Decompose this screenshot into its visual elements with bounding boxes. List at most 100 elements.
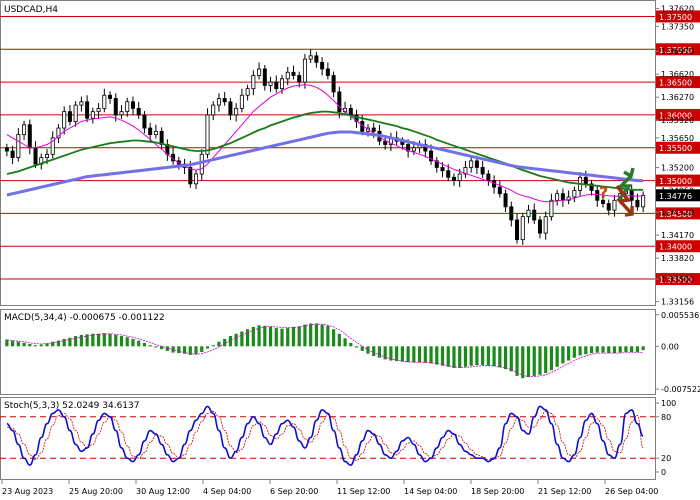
macd-bar: [612, 346, 617, 354]
price-axis: 1.37500 1.37000 1.36500 1.36000 1.35500 1.350…: [655, 5, 700, 477]
macd-bar: [584, 346, 588, 355]
macd-bar: [79, 334, 83, 347]
macd-bar: [131, 338, 135, 347]
price-tick-label: 1.34170: [661, 231, 694, 240]
macd-bar: [486, 346, 490, 366]
level-tag-label: 1.37500: [659, 13, 692, 22]
macd-bar: [320, 324, 324, 347]
candle-body: [606, 203, 611, 211]
macd-bar: [246, 329, 250, 347]
candle-body: [44, 153, 49, 158]
candle-body: [90, 111, 95, 119]
candle-body: [509, 206, 514, 221]
macd-bar: [165, 346, 169, 351]
macd-bar: [205, 346, 210, 349]
macd-bar: [286, 328, 290, 347]
macd-bar: [85, 334, 89, 347]
macd-bar: [395, 346, 399, 362]
candle-body: [515, 219, 520, 241]
macd-bar: [33, 345, 38, 347]
candle-body: [62, 111, 67, 129]
macd-bar: [142, 342, 147, 347]
candle-body: [348, 107, 353, 116]
macd-bar: [360, 346, 364, 351]
macd-bar: [326, 325, 330, 347]
candle-body: [159, 130, 164, 145]
macd-bar: [498, 346, 502, 368]
macd-bar: [343, 338, 347, 347]
candle-body: [10, 150, 15, 158]
macd-label: MACD(5,34,4) -0.000675 -0.001122: [4, 313, 165, 323]
macd-bar: [469, 346, 473, 366]
candle-body: [125, 101, 130, 113]
level-tag-label: 1.34000: [659, 243, 692, 252]
level-tag: [656, 207, 700, 220]
macd-bar: [194, 346, 198, 355]
arrow-up-head-icon: [623, 167, 635, 179]
candle-body: [406, 144, 411, 152]
stoch-signal-line: [6, 410, 644, 461]
time-tick-label: 30 Aug 12:00: [136, 487, 190, 496]
macd-tick-label: 0.00: [661, 342, 679, 351]
macd-bar: [148, 345, 152, 347]
candle-body: [566, 196, 571, 201]
macd-bar: [200, 346, 204, 352]
level-tag-label: 1.35500: [659, 144, 692, 153]
macd-bar: [182, 346, 187, 354]
moving-average-line: [6, 130, 644, 197]
current-price-label: 1.34776: [659, 192, 692, 201]
moving-average-lines: [6, 84, 644, 203]
candle-body: [239, 94, 244, 109]
macd-bar: [188, 346, 192, 355]
candle-body: [102, 94, 107, 109]
level-tag: [656, 43, 700, 56]
macd-bar: [28, 344, 32, 347]
candle-body: [532, 209, 537, 221]
macd-bar: [567, 346, 571, 361]
candle-body: [537, 219, 542, 234]
macd-bar: [595, 346, 599, 353]
candle-body: [354, 114, 359, 122]
forecast-arrows: ?: [599, 167, 635, 217]
price-tick-label: 1.37350: [661, 22, 694, 31]
candle-body: [130, 101, 135, 109]
candle-body: [22, 124, 27, 136]
candle-body: [520, 216, 525, 241]
macd-bar: [125, 337, 129, 347]
macd-bar: [423, 346, 427, 363]
macd-bar: [108, 333, 112, 347]
macd-pane-frame: [0, 309, 656, 395]
macd-bar: [538, 346, 542, 375]
macd-bar: [39, 344, 43, 347]
macd-bar: [240, 331, 244, 347]
candle-body: [33, 147, 38, 165]
macd-bar: [589, 346, 594, 354]
macd-bar: [624, 346, 628, 352]
time-axis: 23 Aug 2023 25 Aug 20:00 30 Aug 12:00 4 Sep…: [1, 480, 658, 496]
arrow-down-head-icon: [624, 206, 634, 217]
macd-bar: [635, 346, 640, 352]
macd-bar: [62, 338, 66, 347]
candle-body: [153, 130, 158, 136]
candle-body: [194, 173, 199, 185]
level-tag-label: 1.37000: [659, 46, 692, 55]
candle-body: [497, 186, 502, 195]
candle-body: [27, 124, 32, 149]
candle-body: [211, 104, 216, 116]
macd-bar: [257, 325, 261, 347]
macd-bar: [96, 333, 101, 347]
candle-body: [331, 75, 336, 93]
candle-body: [325, 68, 330, 76]
candle-body: [67, 111, 72, 122]
current-price-tag: [656, 189, 700, 202]
macd-bar: [549, 346, 554, 371]
macd-bar: [383, 346, 387, 360]
level-tag: [656, 273, 700, 286]
time-tick-label: 14 Sep 04:00: [404, 487, 457, 496]
candle-body: [79, 101, 84, 106]
stoch-main-line: [6, 405, 644, 466]
candle-body: [280, 78, 285, 90]
macd-bar: [607, 346, 611, 354]
macd-bar: [377, 346, 382, 358]
